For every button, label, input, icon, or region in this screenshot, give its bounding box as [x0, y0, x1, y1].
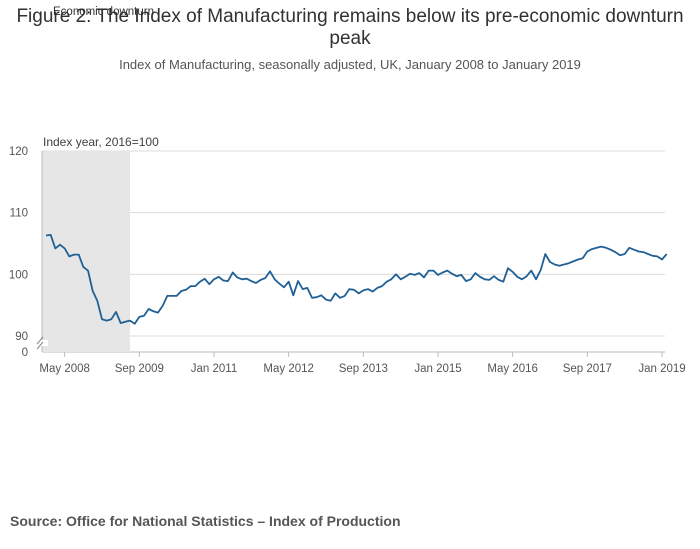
y-tick-label-0: 0 [22, 347, 28, 359]
x-tick-label: Sep 2013 [339, 363, 388, 375]
axis-break-mark [36, 336, 44, 345]
x-tick-label: May 2016 [487, 363, 538, 375]
economic-downturn-label: Economic downturn [53, 6, 154, 18]
y-tick-label-110: 110 [10, 208, 28, 220]
axis-break-mark [36, 341, 44, 350]
x-tick-label: Sep 2009 [115, 363, 164, 375]
x-tick-label: Jan 2015 [414, 363, 461, 375]
x-tick-label: Sep 2017 [563, 363, 612, 375]
source-note: Source: Office for National Statistics –… [10, 513, 401, 529]
y-tick-label-100: 100 [9, 269, 28, 281]
x-tick-label: May 2012 [263, 363, 314, 375]
x-tick-label: Jan 2011 [191, 363, 237, 375]
y-tick-label-90: 90 [15, 331, 28, 343]
y-axis-label: Index year, 2016=100 [43, 135, 159, 149]
manufacturing-index-line [45, 234, 668, 325]
x-tick-label: Jan 2019 [638, 363, 685, 375]
chart-title: Figure 2: The Index of Manufacturing rem… [16, 6, 684, 49]
economic-downturn-band [42, 151, 130, 352]
y-tick-label-120: 120 [9, 146, 28, 158]
gridlines [42, 150, 665, 353]
line-chart: Economic downturn 0 90 100 110 120 May 2008 Se… [9, 6, 686, 375]
axes: 0 90 100 110 120 May 2008 Sep 2009 Jan 2011 May … [9, 146, 686, 375]
chart-subtitle: Index of Manufacturing, seasonally adjus… [119, 57, 581, 72]
x-tick-label: May 2008 [39, 363, 90, 375]
